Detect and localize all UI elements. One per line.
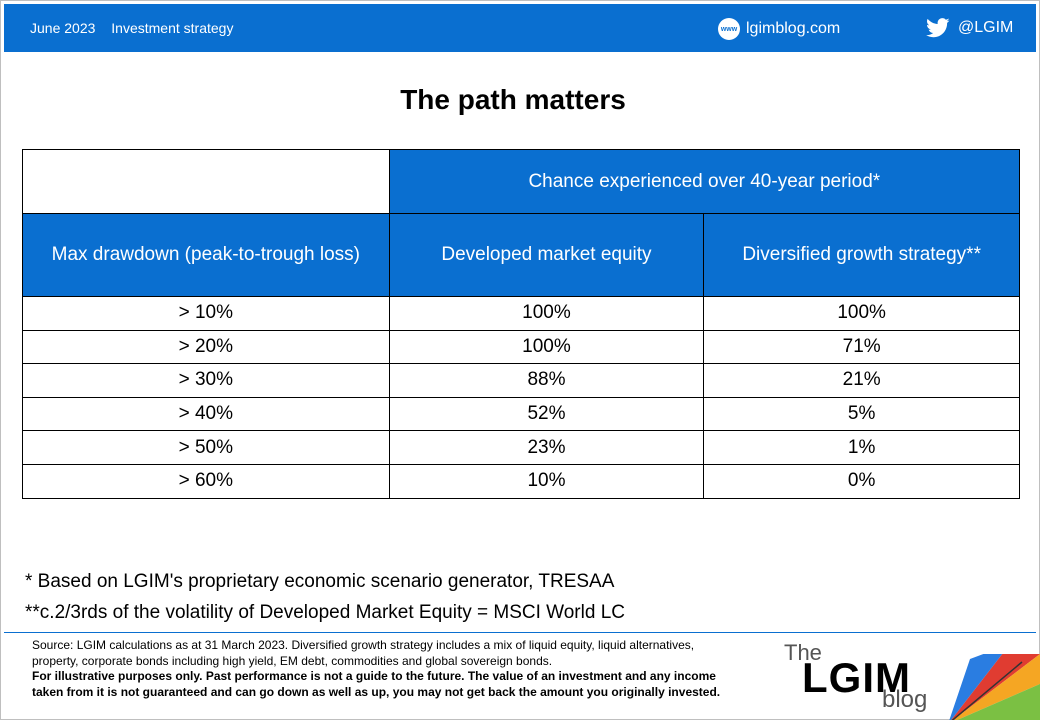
lgim-blog-logo: The LGIM blog bbox=[780, 640, 1040, 720]
dme-cell: 100% bbox=[388, 296, 705, 331]
drawdown-cell: > 30% bbox=[22, 363, 390, 398]
table-row: > 10% 100% 100% bbox=[22, 296, 1020, 331]
table-group-header-row: Chance experienced over 40-year period* bbox=[22, 149, 1021, 214]
twitter-icon bbox=[926, 18, 950, 38]
col-header-dme: Developed market equity bbox=[388, 213, 705, 297]
table-row: > 40% 52% 5% bbox=[22, 396, 1020, 432]
website-link[interactable]: www lgimblog.com bbox=[718, 18, 840, 40]
group-header: Chance experienced over 40-year period* bbox=[388, 149, 1021, 214]
logo-lgim: LGIM bbox=[802, 654, 911, 701]
drawdown-cell: > 60% bbox=[22, 463, 390, 499]
dgs-cell: 71% bbox=[703, 329, 1020, 365]
umbrella-icon bbox=[949, 654, 1040, 720]
col-header-dgs: Diversified growth strategy** bbox=[703, 213, 1020, 297]
table-row: > 60% 10% 0% bbox=[22, 463, 1020, 499]
website-text[interactable]: lgimblog.com bbox=[746, 20, 841, 37]
table-column-header-row: Max drawdown (peak-to-trough loss) Devel… bbox=[22, 213, 1020, 297]
dme-cell: 88% bbox=[388, 363, 705, 398]
row-header: Max drawdown (peak-to-trough loss) bbox=[22, 213, 390, 297]
dgs-cell: 21% bbox=[703, 363, 1020, 398]
table-row: > 30% 88% 21% bbox=[22, 363, 1020, 398]
header-meta: June 2023 Investment strategy bbox=[30, 20, 245, 36]
globe-icon: www bbox=[718, 18, 740, 40]
footnote-1: * Based on LGIM's proprietary economic s… bbox=[25, 571, 615, 592]
dgs-cell: 1% bbox=[703, 430, 1020, 465]
dgs-cell: 0% bbox=[703, 463, 1020, 499]
twitter-handle[interactable]: @LGIM bbox=[958, 19, 1014, 36]
drawdown-cell: > 50% bbox=[22, 430, 390, 465]
logo-the: The bbox=[784, 640, 822, 665]
dme-cell: 100% bbox=[388, 329, 705, 365]
footer-source: Source: LGIM calculations as at 31 March… bbox=[32, 638, 695, 668]
logo-blog: blog bbox=[882, 686, 928, 713]
drawdown-cell: > 10% bbox=[22, 296, 390, 331]
page-title: The path matters bbox=[400, 84, 626, 115]
top-bar: June 2023 Investment strategy www lgimbl… bbox=[4, 4, 1036, 52]
footer-text: Source: LGIM calculations as at 31 March… bbox=[32, 638, 722, 700]
drawdown-cell: > 40% bbox=[22, 396, 390, 432]
header-category: Investment strategy bbox=[111, 20, 234, 36]
drawdown-cell: > 20% bbox=[22, 329, 390, 365]
dgs-cell: 100% bbox=[703, 296, 1020, 331]
header-date: June 2023 bbox=[30, 20, 96, 36]
dme-cell: 52% bbox=[388, 396, 705, 432]
twitter-link[interactable]: @LGIM bbox=[926, 18, 1013, 38]
dme-cell: 10% bbox=[388, 463, 705, 499]
table-row: > 50% 23% 1% bbox=[22, 430, 1020, 465]
footnotes: * Based on LGIM's proprietary economic s… bbox=[25, 566, 625, 628]
dgs-cell: 5% bbox=[703, 396, 1020, 432]
dme-cell: 23% bbox=[388, 430, 705, 465]
table-corner-cell bbox=[22, 149, 390, 214]
table-row: > 20% 100% 71% bbox=[22, 329, 1020, 365]
drawdown-table: Chance experienced over 40-year period* … bbox=[22, 149, 1021, 499]
footnote-2: **c.2/3rds of the volatility of Develope… bbox=[25, 602, 625, 623]
footer-divider bbox=[4, 632, 1036, 633]
footer-disclaimer: For illustrative purposes only. Past per… bbox=[32, 669, 721, 699]
